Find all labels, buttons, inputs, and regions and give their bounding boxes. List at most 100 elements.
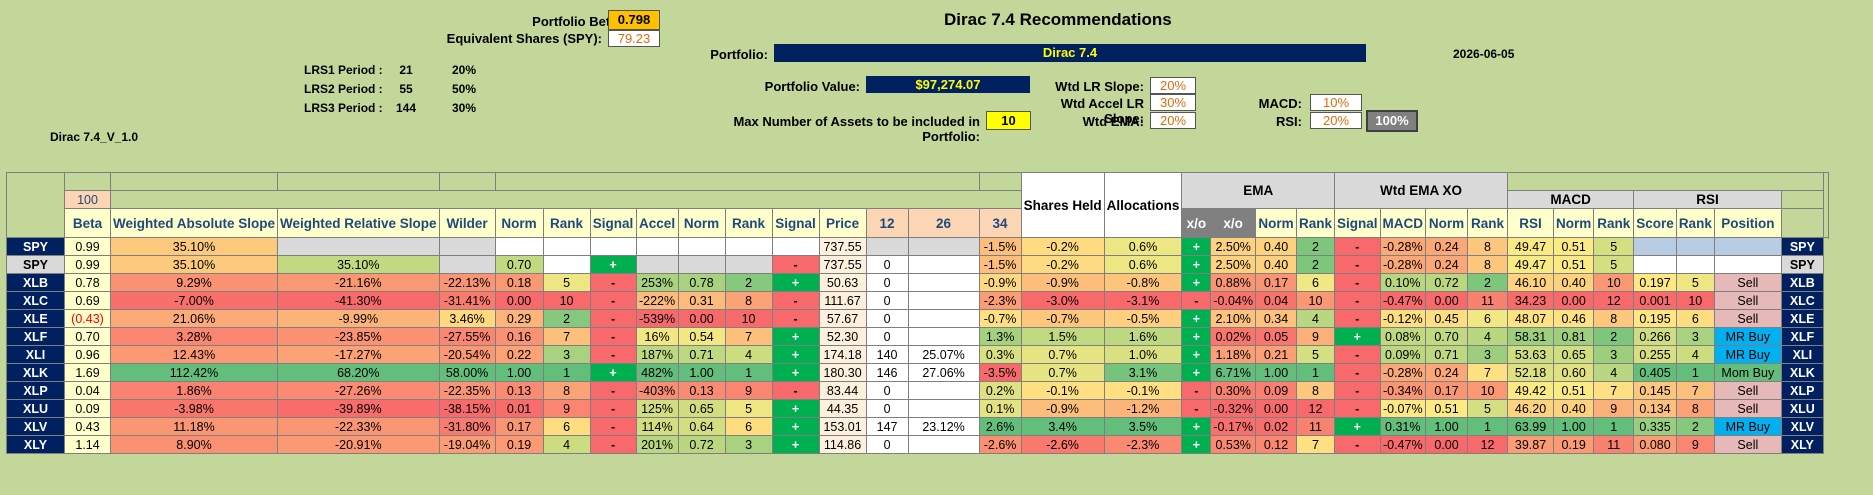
norm-cell: 0.17	[494, 417, 544, 436]
header-row: Beta Weighted Absolute Slope Weighted Rela…	[7, 208, 1829, 238]
signal-cell: -	[589, 417, 637, 436]
ema-12-cell: -1.5%	[978, 237, 1022, 256]
rsi-cell: 49.47	[1507, 255, 1555, 274]
signal-cell: -	[589, 435, 637, 454]
wilder-cell: 58.00%	[438, 363, 496, 382]
weighted-absolute-slope-cell: 1.86%	[109, 381, 279, 400]
accel-cell: -403%	[635, 381, 679, 400]
macd-norm-cell: 0.00	[1425, 291, 1469, 310]
table-row[interactable]: XLK 1.69 112.42% 68.20% 58.00% 1.00 1 +482% 1.00…	[6, 363, 1829, 382]
macd-rank-cell: 10	[1467, 381, 1509, 400]
wilder-cell: 3.46%	[438, 309, 496, 328]
ema-12-cell: -1.5%	[978, 255, 1022, 274]
signal-header: Signal	[589, 208, 637, 238]
macd-cell: -0.47%	[1379, 291, 1427, 310]
table-row[interactable]: XLI 0.96 12.43% -17.27% -20.54% 0.22 3-187% 0.7…	[6, 345, 1829, 364]
wilder-cell	[438, 237, 496, 256]
lrs-label: LRS1 Period :	[304, 63, 383, 77]
signal-cell: -	[589, 327, 637, 346]
rsi-norm-cell: 0.00	[1553, 291, 1595, 310]
weighted-absolute-slope-cell: 9.29%	[109, 273, 279, 292]
accel-cell: 114%	[635, 417, 679, 436]
score-rank-cell: 9	[1675, 435, 1715, 454]
weighted-absolute-slope-cell: 8.90%	[109, 435, 279, 454]
wtd-ema-xo-cell: 2.50%	[1210, 255, 1256, 274]
accel-rank-cell: 7	[724, 327, 773, 346]
wtd-ema-xo-cell: -0.32%	[1210, 399, 1256, 418]
accel-norm-cell: 0.54	[677, 327, 726, 346]
score-cell: 0.335	[1633, 417, 1677, 436]
price-cell: 180.30	[818, 363, 867, 382]
wtd-ema-rank-cell: 4	[1295, 309, 1336, 328]
wtd-ema-rank-cell: 9	[1295, 327, 1336, 346]
signal-cell: -	[589, 273, 637, 292]
table-row[interactable]: SPY 0.99 35.10% 737.55 -1.5% -0.2% 0.6% +2.50% 0…	[6, 237, 1829, 256]
wtd-accel-value[interactable]: 30%	[1150, 94, 1196, 111]
table-row[interactable]: XLU 0.09 -3.98% -39.89% -38.15% 0.01 9-125% 0.6…	[6, 399, 1829, 418]
table-row[interactable]: XLF 0.70 3.28% -23.85% -27.55% 0.16 7-16% 0.54 7…	[6, 327, 1829, 346]
table-row[interactable]: XLY 1.14 8.90% -20.91% -19.04% 0.19 4-201% 0.72…	[6, 435, 1829, 454]
wtd-ema-value[interactable]: 20%	[1150, 112, 1196, 129]
table-row[interactable]: XLV 0.43 11.18% -22.33% -31.80% 0.17 6-114% 0.6…	[6, 417, 1829, 436]
position-cell: MR Buy	[1713, 345, 1782, 364]
macd-rank-cell: 8	[1467, 255, 1509, 274]
wtd-ema-xo-cell: 0.53%	[1210, 435, 1256, 454]
weighted-absolute-slope-cell: 35.10%	[109, 255, 279, 274]
rsi-norm-cell: 0.40	[1553, 273, 1595, 292]
ema-34-cell: -0.5%	[1103, 309, 1183, 328]
rank-cell: 10	[542, 291, 591, 310]
macd-norm-cell: 0.72	[1425, 273, 1469, 292]
weighted-relative-slope-cell: -9.99%	[277, 309, 440, 328]
table-row[interactable]: XLE (0.43) 21.06% -9.99% 3.46% 0.29 2- -539% 0.0…	[6, 309, 1829, 328]
wtd-ema-signal-cell: +	[1334, 417, 1381, 436]
rsi-cell: 46.20	[1507, 399, 1555, 418]
weighted-relative-slope-cell: 68.20%	[277, 363, 440, 382]
table-row[interactable]: XLC 0.69 -7.00% -41.30% -31.41% 0.00 10- -222% 0…	[6, 291, 1829, 310]
portfolio-value-label: Portfolio Value:	[764, 79, 860, 94]
accel-norm-cell: 0.72	[677, 435, 726, 454]
score-cell: 0.080	[1633, 435, 1677, 454]
rsi-cell: 34.23	[1507, 291, 1555, 310]
norm-cell: 0.13	[494, 381, 544, 400]
score-cell: 0.134	[1633, 399, 1677, 418]
wtd-ema-norm-header: Norm	[1254, 208, 1297, 238]
ema-12-cell: 2.6%	[978, 417, 1022, 436]
rsi-norm-cell: 0.40	[1553, 399, 1595, 418]
ticker-cell: XLI	[6, 345, 65, 364]
macd-cell: -0.12%	[1379, 309, 1427, 328]
equiv-shares-value: 79.23	[608, 30, 660, 47]
wtd-ema-xo-header: x/o	[1210, 208, 1256, 238]
wilder-cell: -38.15%	[438, 399, 496, 418]
score-cell	[1633, 237, 1677, 256]
table-row[interactable]: XLB 0.78 9.29% -21.16% -22.13% 0.18 5-253% 0.78…	[6, 273, 1829, 292]
ema-12-cell: -2.3%	[978, 291, 1022, 310]
ema-xo-cell: +	[1181, 363, 1212, 382]
macd-norm-cell: 0.00	[1425, 435, 1469, 454]
table-row[interactable]: XLP 0.04 1.86% -27.26% -22.35% 0.13 8- -403% 0.1…	[6, 381, 1829, 400]
wtd-ema-rank-cell: 7	[1295, 435, 1336, 454]
wtd-ema-norm-cell: 0.34	[1254, 309, 1297, 328]
score-rank-cell	[1675, 255, 1715, 274]
macd-weight-label: MACD:	[1258, 96, 1302, 111]
wtd-ema-rank-cell: 2	[1295, 237, 1336, 256]
wtd-ema-signal-header: Signal	[1334, 208, 1381, 238]
norm-cell	[494, 237, 544, 256]
rsi-weight-value[interactable]: 20%	[1310, 112, 1362, 129]
accel-norm-cell: 0.00	[677, 309, 726, 328]
weights-total: 100%	[1366, 110, 1418, 132]
macd-weight-value[interactable]: 10%	[1310, 94, 1362, 111]
beta-cell: 0.96	[64, 345, 111, 364]
score-rank-cell: 8	[1675, 399, 1715, 418]
wtd-lr-slope-value[interactable]: 20%	[1150, 77, 1196, 94]
blank-header	[438, 172, 496, 191]
ticker-cell: XLC	[6, 291, 65, 310]
allocations-cell	[907, 399, 980, 418]
max-assets-value[interactable]: 10	[986, 111, 1031, 130]
signal-cell: -	[589, 345, 637, 364]
table-row[interactable]: SPY 0.99 35.10% 35.10% 0.70 + -737.55 0 -1.5% -0.…	[6, 255, 1829, 274]
rsi-norm-cell: 0.46	[1553, 309, 1595, 328]
rsi-norm-cell: 0.51	[1553, 255, 1595, 274]
allocations-cell	[907, 273, 980, 292]
ema-xo-cell: +	[1181, 309, 1212, 328]
rank-header: Rank	[542, 208, 591, 238]
